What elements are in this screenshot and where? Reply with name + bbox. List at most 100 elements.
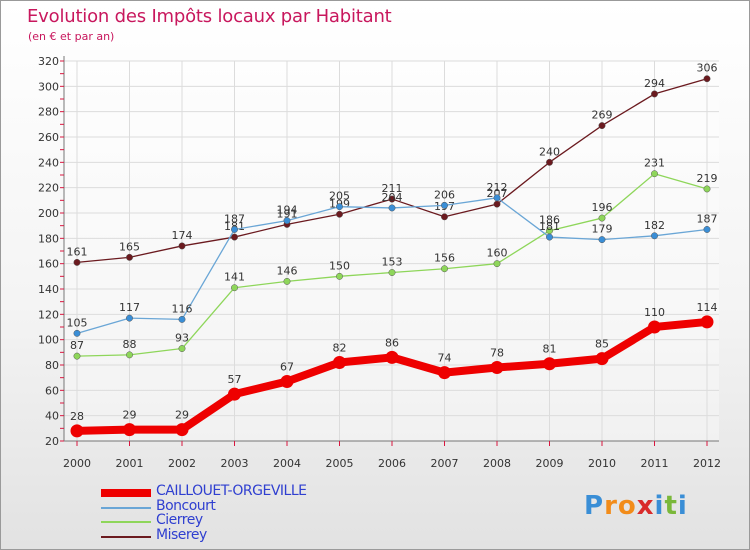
data-point-miserey (546, 158, 553, 166)
legend-swatch-miserey (101, 535, 151, 538)
data-point-cierrey (126, 351, 133, 359)
data-point-boncourt (493, 194, 501, 202)
x-tick-label: 2011 (641, 457, 669, 470)
data-point-caillouet-orgeville (280, 374, 294, 388)
data-point-boncourt (546, 233, 553, 241)
data-label-miserey: 294 (644, 77, 665, 90)
x-tick-label: 2000 (63, 457, 91, 470)
data-label-boncourt: 117 (119, 301, 140, 314)
data-label-miserey: 211 (382, 182, 403, 195)
data-point-boncourt (651, 232, 658, 240)
data-label-cierrey: 87 (70, 339, 84, 352)
logo-letter: x (636, 491, 655, 521)
data-label-cierrey: 160 (487, 247, 508, 260)
data-point-boncourt (283, 217, 291, 225)
data-label-cierrey: 93 (175, 332, 189, 345)
data-label-caillouet-orgeville: 82 (333, 341, 347, 354)
data-point-caillouet-orgeville (385, 350, 399, 364)
data-point-boncourt (73, 329, 81, 337)
y-tick-label: 200 (38, 207, 59, 220)
y-tick-label: 320 (38, 55, 59, 68)
logo-letter: i (677, 491, 688, 521)
data-label-boncourt: 205 (329, 190, 350, 203)
x-tick-label: 2002 (168, 457, 196, 470)
data-label-miserey: 191 (277, 207, 298, 220)
y-tick-label: 20 (45, 435, 59, 448)
data-label-boncourt: 105 (67, 316, 88, 329)
data-label-cierrey: 146 (277, 264, 298, 277)
data-label-boncourt: 204 (382, 191, 403, 204)
legend-label-caillouet: CAILLOUET-ORGEVILLE (156, 483, 307, 499)
data-point-miserey (598, 122, 606, 130)
y-tick-label: 140 (38, 283, 59, 296)
data-label-caillouet-orgeville: 28 (70, 410, 84, 423)
x-tick-label: 2006 (378, 457, 406, 470)
data-label-miserey: 174 (172, 229, 193, 242)
data-point-caillouet-orgeville (123, 423, 136, 437)
data-label-boncourt: 179 (592, 223, 613, 236)
y-tick-label: 300 (38, 80, 59, 93)
data-label-boncourt: 187 (224, 212, 245, 225)
data-label-boncourt: 187 (697, 212, 718, 225)
data-point-caillouet-orgeville (595, 352, 609, 366)
data-label-caillouet-orgeville: 74 (438, 352, 452, 365)
y-tick-label: 260 (38, 131, 59, 144)
data-point-cierrey (388, 269, 396, 276)
x-tick-label: 2008 (483, 457, 511, 470)
data-label-cierrey: 196 (592, 201, 613, 214)
data-label-cierrey: 156 (434, 252, 455, 265)
y-tick-label: 80 (45, 359, 59, 372)
y-tick-label: 180 (38, 232, 59, 245)
data-point-miserey (493, 200, 501, 208)
data-point-cierrey (336, 272, 343, 280)
data-point-caillouet-orgeville (333, 355, 346, 369)
data-label-miserey: 161 (67, 245, 88, 258)
data-point-caillouet-orgeville (438, 366, 451, 380)
data-point-caillouet-orgeville (543, 357, 556, 371)
data-label-boncourt: 182 (644, 219, 665, 232)
data-point-cierrey (441, 265, 448, 273)
data-label-boncourt: 181 (539, 220, 560, 233)
data-point-boncourt (388, 204, 396, 212)
data-point-miserey (388, 195, 396, 203)
chart-title: Evolution des Impôts locaux par Habitant (27, 6, 392, 27)
legend-swatch-boncourt (101, 506, 151, 509)
data-point-cierrey (651, 170, 658, 178)
x-tick-label: 2012 (693, 457, 721, 470)
data-point-miserey (651, 90, 658, 98)
y-tick-label: 40 (45, 410, 59, 423)
data-label-caillouet-orgeville: 85 (595, 338, 609, 351)
data-label-miserey: 207 (487, 187, 508, 200)
data-label-boncourt: 212 (487, 181, 508, 194)
x-tick-label: 2007 (431, 457, 459, 470)
legend-label-miserey: Miserey (156, 526, 207, 543)
logo-letter: P (584, 491, 605, 521)
x-tick-label: 2003 (221, 457, 249, 470)
data-label-cierrey: 186 (539, 214, 560, 227)
data-point-boncourt (703, 226, 711, 233)
y-tick-label: 280 (38, 106, 59, 119)
data-point-cierrey (598, 214, 606, 222)
logo-letter: r (604, 491, 618, 521)
data-label-cierrey: 153 (382, 256, 403, 269)
data-point-cierrey (73, 352, 81, 360)
data-label-caillouet-orgeville: 67 (280, 360, 294, 373)
y-tick-label: 100 (38, 334, 59, 347)
data-point-cierrey (703, 185, 711, 193)
y-tick-label: 120 (38, 308, 59, 321)
data-point-boncourt (178, 315, 186, 323)
data-point-cierrey (283, 277, 291, 285)
data-label-boncourt: 206 (434, 188, 455, 201)
data-point-boncourt (441, 201, 448, 209)
data-point-cierrey (178, 345, 186, 352)
data-label-caillouet-orgeville: 29 (175, 409, 189, 422)
logo-letter: o (617, 491, 637, 521)
legend-label-cierrey: Cierrey (156, 512, 203, 528)
data-point-miserey (73, 258, 81, 266)
data-label-miserey: 306 (697, 62, 718, 75)
data-label-cierrey: 141 (224, 271, 245, 284)
data-label-cierrey: 219 (697, 172, 718, 185)
data-point-cierrey (231, 284, 238, 292)
